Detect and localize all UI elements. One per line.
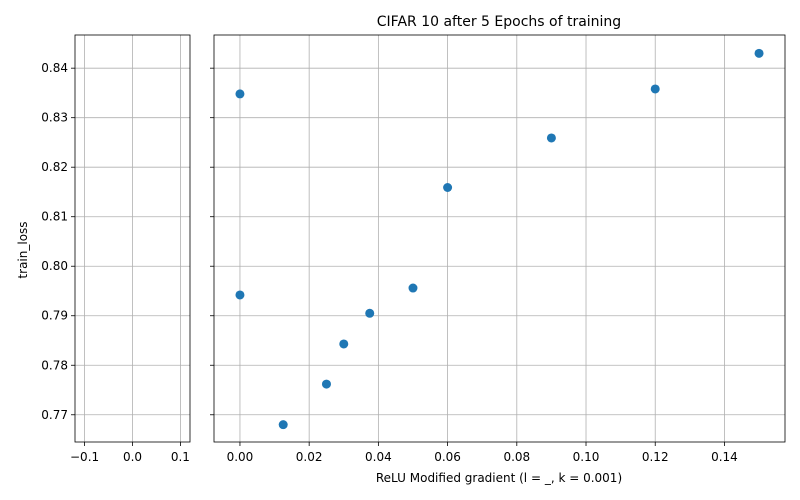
panels-group: −0.1 0.0 0.1 0.77 0.78 0.79 0.80 0.81 0.82 0.83 0.… (41, 34, 786, 464)
x-tick-label: 0.12 (642, 450, 669, 464)
y-tick-label: 0.78 (41, 358, 68, 372)
x-tick-label: 0.1 (171, 450, 190, 464)
right-panel: 0.00 0.02 0.04 0.06 0.08 0.10 0.12 0.14 (210, 34, 786, 464)
axes-frame (213, 34, 786, 443)
x-tick-label: 0.14 (711, 450, 738, 464)
data-point (235, 89, 245, 99)
x-tick-label: −0.1 (70, 450, 99, 464)
data-point (235, 290, 245, 300)
x-tick-label: 0.10 (573, 450, 600, 464)
data-point (650, 84, 660, 94)
data-point (278, 420, 288, 430)
x-tick-label: 0.02 (296, 450, 323, 464)
data-point (754, 48, 764, 58)
data-point (321, 379, 331, 389)
x-tick-label: 0.04 (365, 450, 392, 464)
x-axis-label: ReLU Modified gradient (l = _, k = 0.001… (376, 471, 622, 485)
data-point (365, 308, 375, 318)
data-point (408, 283, 418, 293)
data-point (443, 183, 453, 193)
y-tick-label: 0.83 (41, 111, 68, 125)
y-tick-label: 0.80 (41, 259, 68, 273)
y-tick-label: 0.77 (41, 408, 68, 422)
y-axis-label: train_loss (16, 221, 30, 278)
x-tick-label: 0.08 (503, 450, 530, 464)
x-tick-label: 0.0 (123, 450, 142, 464)
y-tick-label: 0.81 (41, 210, 68, 224)
x-tick-label: 0.00 (227, 450, 254, 464)
x-tick-label: 0.06 (434, 450, 461, 464)
y-tick-label: 0.82 (41, 160, 68, 174)
data-point (339, 339, 349, 349)
left-panel: −0.1 0.0 0.1 0.77 0.78 0.79 0.80 0.81 0.82 0.83 0.… (41, 34, 191, 464)
chart-title: CIFAR 10 after 5 Epochs of training (377, 14, 621, 30)
y-tick-label: 0.79 (41, 309, 68, 323)
y-tick-label: 0.84 (41, 61, 68, 75)
data-point (546, 133, 556, 143)
